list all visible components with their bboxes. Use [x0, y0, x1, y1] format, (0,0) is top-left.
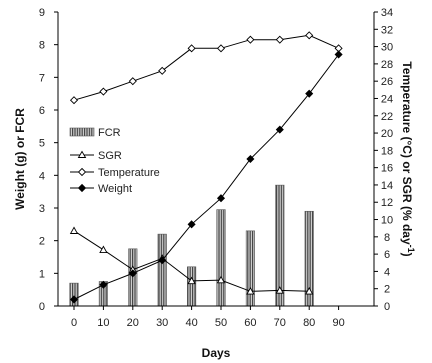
right-tick-label: 24 — [381, 93, 393, 105]
weight-point — [334, 50, 343, 59]
x-tick-label: 60 — [244, 317, 256, 329]
right-tick-label: 20 — [381, 128, 393, 140]
fcr-bar — [128, 248, 138, 307]
x-tick-label: 20 — [127, 317, 139, 329]
weight-point — [158, 256, 167, 265]
right-tick-label: 0 — [384, 301, 390, 313]
right-tick-label: 12 — [381, 197, 393, 209]
right-axis-title: Temperature (°C) or SGR (% day-1) — [400, 61, 416, 256]
fcr-bar — [216, 209, 226, 307]
weight-point — [216, 194, 226, 203]
x-tick-label: 80 — [303, 317, 315, 329]
series-markers — [69, 31, 343, 304]
sgr-point — [69, 226, 79, 234]
x-tick-label: 40 — [185, 317, 197, 329]
weight-point — [128, 269, 137, 278]
fcr-bar — [187, 266, 197, 307]
legend-weight-marker — [77, 183, 87, 193]
legend-temperature-marker — [77, 167, 87, 177]
weight-point — [246, 154, 255, 164]
fcr-bar — [245, 230, 255, 307]
right-tick-label: 22 — [381, 111, 393, 123]
x-tick-label: 10 — [97, 317, 109, 329]
legend-fcr-swatch — [69, 127, 95, 137]
temperature-point — [128, 77, 137, 86]
temperature-line — [73, 34, 339, 101]
x-axis-ticks: 0 10 20 30 40 50 60 70 80 90 — [71, 306, 345, 329]
temperature-point — [99, 87, 108, 96]
fcr-bar — [157, 233, 167, 307]
right-tick-label: 14 — [381, 180, 393, 192]
right-axis-title-superscript: -1 — [406, 245, 416, 253]
right-tick-label: 16 — [381, 163, 393, 175]
temperature-point — [158, 66, 167, 75]
weight-point — [99, 280, 108, 289]
right-tick-label: 4 — [384, 266, 390, 278]
sgr-point — [99, 245, 108, 253]
right-tick-label: 28 — [381, 59, 393, 71]
right-axis-title-main: Temperature (°C) or SGR (% day — [400, 61, 414, 245]
right-tick-label: 18 — [381, 145, 393, 157]
right-tick-label: 30 — [381, 42, 393, 54]
x-axis-title: Days — [202, 346, 231, 360]
temperature-point — [69, 96, 79, 105]
left-tick-label: 5 — [39, 138, 45, 150]
legend-item-temperature: Temperature — [70, 167, 160, 179]
legend: FCR SGR Temperature Weight — [69, 127, 160, 195]
legend-item-fcr: FCR — [69, 127, 121, 139]
left-tick-label: 0 — [39, 301, 45, 313]
x-tick-label: 50 — [215, 317, 227, 329]
right-tick-label: 26 — [381, 76, 393, 88]
sgr-point — [187, 276, 196, 285]
weight-point — [275, 125, 284, 134]
weight-point — [69, 295, 79, 304]
legend-item-weight: Weight — [70, 183, 132, 195]
sgr-point — [305, 286, 314, 295]
left-tick-label: 6 — [39, 105, 45, 117]
temperature-point — [305, 31, 314, 40]
sgr-point — [216, 275, 226, 284]
left-tick-label: 2 — [39, 236, 45, 248]
legend-temperature-label: Temperature — [98, 167, 160, 179]
sgr-point — [275, 286, 284, 294]
weight-point — [187, 220, 196, 229]
legend-weight-label: Weight — [98, 183, 132, 195]
temperature-point — [275, 35, 284, 44]
right-axis-title-close: ) — [400, 253, 414, 257]
right-tick-label: 10 — [381, 215, 393, 227]
weight-line — [73, 54, 340, 300]
right-tick-label: 32 — [381, 24, 393, 36]
right-tick-label: 6 — [384, 249, 390, 261]
left-tick-label: 8 — [39, 40, 45, 52]
left-tick-label: 1 — [39, 268, 45, 280]
left-tick-label: 7 — [39, 72, 45, 84]
right-tick-label: 8 — [384, 232, 390, 244]
temperature-point — [246, 35, 255, 44]
fcr-bars — [69, 184, 314, 307]
x-tick-label: 90 — [332, 317, 344, 329]
legend-sgr-label: SGR — [98, 150, 122, 162]
left-tick-label: 3 — [39, 203, 45, 215]
right-tick-label: 2 — [384, 284, 390, 296]
left-axis-title: Weight (g) or FCR — [13, 108, 27, 210]
temperature-point — [187, 44, 196, 53]
left-axis-ticks: 0 1 2 3 4 5 6 7 8 9 — [39, 7, 58, 313]
left-tick-label: 4 — [39, 170, 45, 182]
x-tick-label: 0 — [71, 317, 77, 329]
axes — [57, 12, 375, 307]
weight-point — [305, 89, 314, 98]
x-tick-label: 70 — [274, 317, 286, 329]
legend-item-sgr: SGR — [70, 150, 122, 162]
right-tick-label: 34 — [381, 7, 393, 19]
legend-fcr-label: FCR — [98, 127, 121, 139]
legend-sgr-marker — [77, 150, 87, 158]
temperature-point — [216, 44, 226, 53]
left-tick-label: 9 — [39, 7, 45, 19]
x-tick-label: 30 — [156, 317, 168, 329]
sgr-point — [246, 286, 255, 295]
